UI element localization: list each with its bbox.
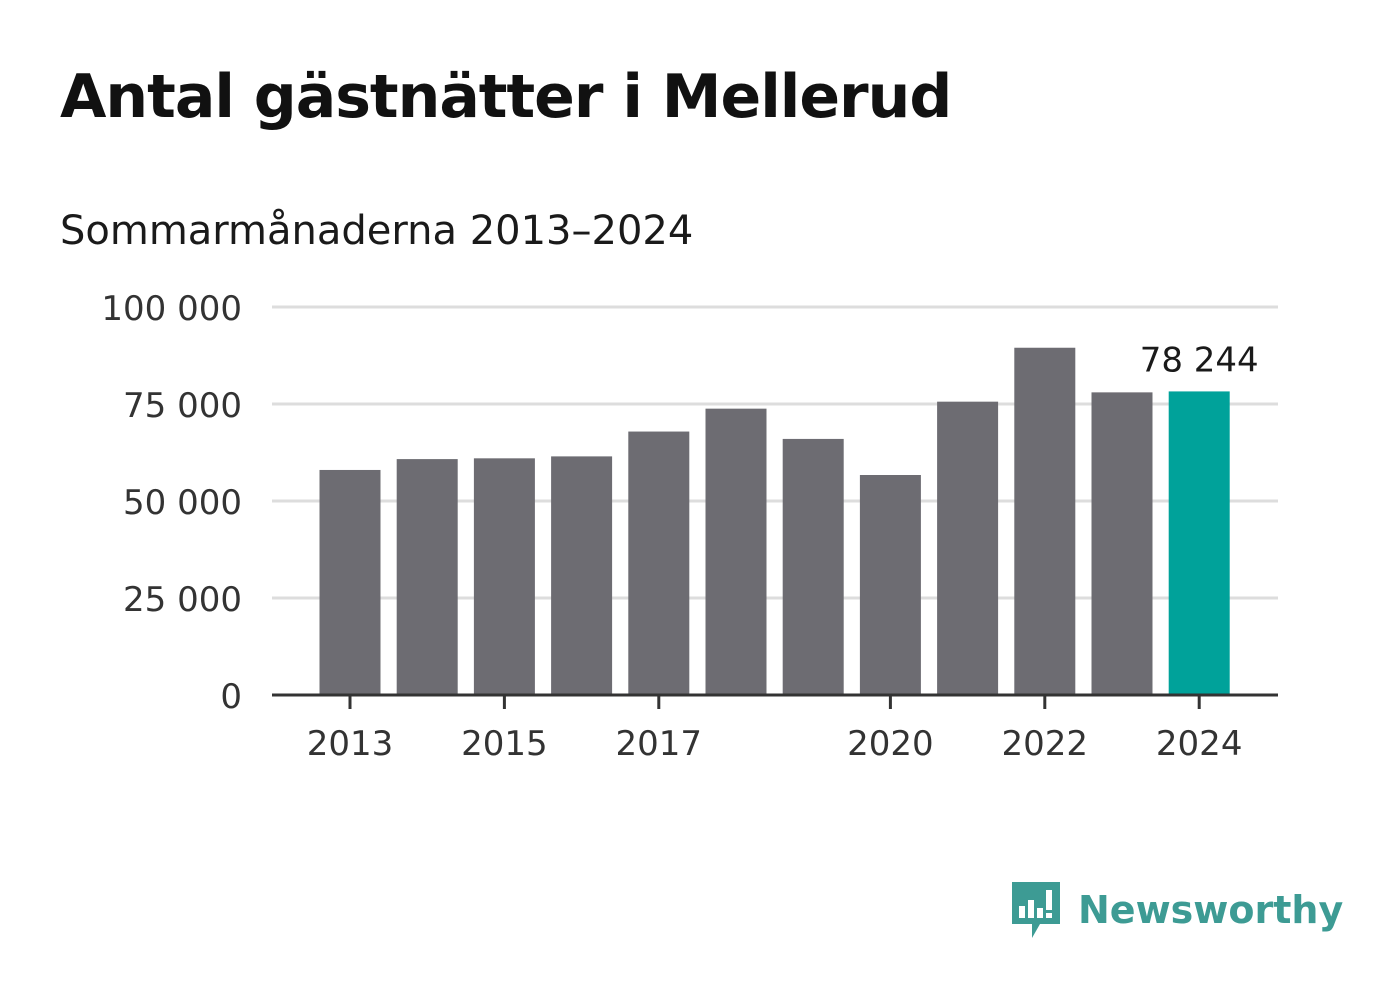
annotations: 78 244 xyxy=(1140,340,1259,380)
brand-name: Newsworthy xyxy=(1078,888,1344,932)
x-axis xyxy=(272,693,1278,709)
bar-2021 xyxy=(937,401,999,695)
data-label-2024: 78 244 xyxy=(1140,340,1259,380)
bar-2023 xyxy=(1091,392,1153,695)
bars xyxy=(319,347,1230,695)
x-tick-label: 2017 xyxy=(616,724,703,764)
newsworthy-logo-icon xyxy=(1012,882,1060,938)
bar-2020 xyxy=(859,475,921,695)
bar-2022 xyxy=(1014,347,1076,695)
chart-subtitle: Sommarmånaderna 2013–2024 xyxy=(60,208,694,254)
bar-2016 xyxy=(551,456,613,695)
x-tick-label: 2020 xyxy=(847,724,934,764)
bar-2015 xyxy=(473,458,535,695)
x-tick-label: 2024 xyxy=(1156,724,1243,764)
y-tick-label: 75 000 xyxy=(123,386,242,426)
bar-2018 xyxy=(705,408,767,695)
x-tick-label: 2013 xyxy=(307,724,394,764)
y-tick-label: 25 000 xyxy=(123,580,242,620)
y-axis-labels: 0 25 000 50 000 75 000 100 000 xyxy=(101,289,242,717)
bar-2014 xyxy=(396,459,458,695)
x-tick-label: 2022 xyxy=(1002,724,1089,764)
y-tick-label: 50 000 xyxy=(123,483,242,523)
x-axis-labels: 2013 2015 2017 2020 2022 2024 xyxy=(307,724,1243,764)
chart-title: Antal gästnätter i Mellerud xyxy=(60,62,952,132)
x-tick-label: 2015 xyxy=(461,724,548,764)
bar-2013 xyxy=(319,469,381,695)
brand: Newsworthy xyxy=(1010,880,1343,940)
y-tick-label: 100 000 xyxy=(101,289,242,329)
bar-2017 xyxy=(628,431,690,695)
bar-2024 xyxy=(1168,391,1230,695)
y-tick-label: 0 xyxy=(220,677,242,717)
bar-2019 xyxy=(782,438,844,695)
